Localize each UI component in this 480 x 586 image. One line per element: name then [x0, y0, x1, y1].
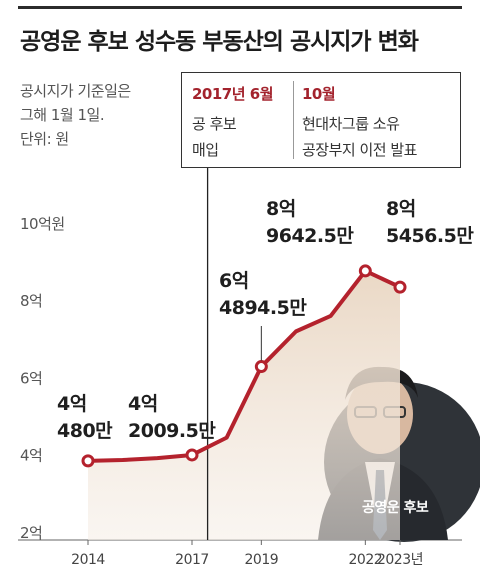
- x-tick-label: 2019: [245, 552, 279, 568]
- x-tick-label: 2014: [71, 552, 105, 568]
- data-label: 8억: [266, 198, 296, 220]
- y-tick-label: 2억: [20, 524, 42, 542]
- callout-left-header: 2017년 6월: [192, 85, 274, 103]
- data-label: 9642.5만: [266, 225, 354, 247]
- callout-left-line-2: 매입: [192, 141, 219, 159]
- callout-right-line-1: 현대차그룹 소유: [302, 115, 400, 133]
- callout-divider: [293, 81, 294, 159]
- data-point: [358, 264, 372, 278]
- event-callout: 2017년 6월 공 후보 매입 10월 현대차그룹 소유 공장부지 이전 발표: [181, 72, 461, 168]
- x-tick-label: 2017: [175, 552, 209, 568]
- data-label: 4억: [57, 393, 87, 415]
- data-points: [81, 264, 407, 468]
- data-label: 6억: [219, 270, 249, 292]
- data-labels: 4억 480만 4억 2009.5만 6억 4894.5만 8억 9642.5만 8억 5456.…: [57, 198, 475, 442]
- data-point: [185, 448, 199, 462]
- callout-right-header: 10월: [302, 85, 336, 103]
- data-point: [393, 280, 407, 294]
- x-tick-label: 2023년: [377, 552, 423, 568]
- data-point: [81, 454, 95, 468]
- callout-left-line-1: 공 후보: [192, 115, 237, 133]
- data-label: 5456.5만: [386, 225, 474, 247]
- note-line-3: 단위: 원: [20, 130, 69, 148]
- data-label: 4894.5만: [219, 297, 307, 319]
- data-point: [254, 360, 268, 374]
- photo-caption: 공영운 후보: [362, 500, 429, 516]
- y-tick-label: 10억원: [20, 215, 65, 233]
- data-label: 2009.5만: [128, 420, 216, 442]
- data-label: 480만: [57, 420, 113, 442]
- series-line: [86, 268, 402, 463]
- data-label: 8억: [386, 198, 416, 220]
- note-line-2: 그해 1월 1일.: [20, 106, 105, 124]
- callout-right-line-2: 공장부지 이전 발표: [302, 141, 417, 159]
- y-tick-label: 6억: [20, 369, 42, 387]
- x-tick-label: 2022: [349, 552, 383, 568]
- y-tick-label: 8억: [20, 292, 42, 310]
- y-tick-label: 4억: [20, 447, 42, 465]
- data-label: 4억: [128, 393, 158, 415]
- y-axis-labels: 10억원 8억 6억 4억 2억: [20, 215, 65, 542]
- note-line-1: 공시지가 기준일은: [20, 82, 131, 100]
- top-rule: [18, 6, 462, 9]
- chart-title: 공영운 후보 성수동 부동산의 공시지가 변화: [20, 29, 419, 55]
